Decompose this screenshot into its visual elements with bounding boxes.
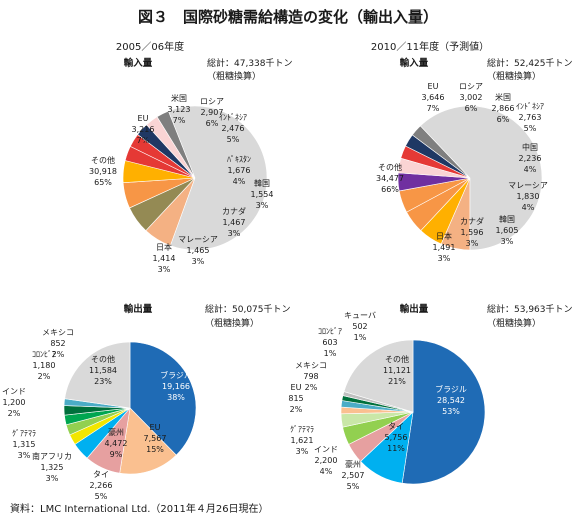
slice-label-slice-7: カナダ 1,596 3%: [460, 216, 484, 248]
pie-slice-slice-0: [401, 339, 486, 485]
slice-label-slice-1: タイ 5,756 11%: [385, 422, 408, 453]
slice-label-slice-5: マレーシア 1,830 4%: [508, 181, 548, 212]
slice-label-slice-3: インド 2,200 4%: [314, 445, 338, 476]
pie-slice-slice-9: [64, 341, 131, 409]
slice-label-slice-4: ｸﾞｱﾃﾏﾗ 1,621 3%: [290, 425, 314, 456]
chart-unit: （粗糖換算）: [487, 317, 541, 329]
slice-label-slice-7: ｺﾛﾝﾋﾞｱ 603 1%: [318, 327, 342, 358]
slice-label-slice-5: ｸﾞｱﾃﾏﾗ 1,315 3%: [12, 429, 36, 460]
slice-label-slice-3: ｲﾝﾄﾞﾈｼｱ 2,763 5%: [516, 102, 544, 133]
slice-label-slice-4: ﾊﾟｷｽﾀﾝ 1,676 4%: [227, 155, 251, 186]
pie-slices: [397, 105, 543, 251]
chart-total: 総計：50,075千トン: [205, 303, 291, 315]
chart-total: 総計：52,425千トン: [487, 57, 573, 69]
figure-title: 図３ 国際砂糖需給構造の変化（輸出入量）: [138, 8, 438, 26]
chart-title: 輸入量: [400, 57, 429, 69]
pie-slice-slice-9: [419, 105, 543, 251]
slice-label-slice-0: ブラジル 28,542 53%: [435, 384, 467, 416]
slice-label-slice-6: 韓国 1,605 3%: [496, 214, 519, 246]
slice-label-slice-5: 韓国 1,554 3%: [251, 178, 274, 210]
pie-slices: [63, 341, 197, 475]
slice-label-slice-3: ｲﾝﾄﾞﾈｼｱ 2,476 5%: [219, 113, 247, 144]
slice-label-slice-6: メキシコ 798 2%: [295, 361, 327, 392]
slice-label-slice-4: 中国 2,236 4%: [519, 142, 542, 174]
chart-unit: （粗糖換算）: [487, 70, 541, 82]
slice-label-slice-9: その他 34,477 66%: [376, 162, 404, 194]
chart-exports-2005: 輸出量 総計：50,075千トン （粗糖換算） ブラジル 19,166 38% EU 7…: [2, 303, 291, 501]
slice-label-slice-3: タイ 2,266 5%: [90, 470, 113, 501]
slice-label-slice-6: インド 1,200 2%: [2, 387, 26, 418]
slice-label-slice-1: ロシア 3,002 6%: [459, 82, 483, 113]
pie-slices: [340, 339, 486, 485]
chart-title: 輸入量: [124, 57, 153, 69]
pie-slice-slice-9: [343, 339, 414, 413]
slice-labels: ブラジル 28,542 53% タイ 5,756 11% 豪州 2,507 5%インド 2,200…: [288, 311, 467, 491]
slice-label-slice-7: マレーシア 1,465 3%: [178, 235, 218, 266]
slice-label-slice-9: その他 11,121 21%: [383, 354, 411, 386]
source-note: 資料：LMC International Ltd.（2011年４月26日現在）: [10, 502, 269, 515]
chart-total: 総計：47,338千トン: [207, 57, 293, 69]
slice-labels: EU 3,216 7% 米国 3,123 7% ロシア 2,907 6%ｲﾝﾄﾞﾈｼｱ 2,476…: [89, 93, 273, 274]
slice-label-slice-2: 豪州 4,472 9%: [105, 427, 128, 459]
slice-label-eu-0: EU 3,646 7%: [422, 82, 445, 113]
chart-exports-2010: 輸出量 総計：53,963千トン （粗糖換算） ブラジル 28,542 53% タイ 5…: [288, 303, 572, 491]
slice-label-slice-7: ｺﾛﾝﾋﾞｱ 1,180 2%: [32, 350, 56, 381]
pie-slice-eu-1: [119, 407, 177, 475]
slice-label-slice-8: キューバ 502 1%: [344, 311, 376, 342]
chart-title: 輸出量: [124, 303, 153, 315]
slice-labels: EU 3,646 7% ロシア 3,002 6% 米国 2,866 6%ｲﾝﾄﾞﾈｼｱ 2,763…: [376, 82, 548, 263]
slice-label-slice-0: ブラジル 19,166 38%: [160, 370, 192, 402]
pie-slices: [122, 105, 268, 251]
slice-label-slice-2: 米国 2,866 6%: [492, 92, 515, 124]
slice-label-eu-1: EU 7,567 15%: [144, 423, 167, 454]
pie-slice-slice-0: [129, 341, 197, 456]
slice-label-slice-9: その他 11,584 23%: [89, 354, 117, 386]
year-label: 2005／06年度: [116, 40, 184, 53]
slice-label-eu-5: EU 815 2%: [288, 383, 303, 414]
slice-label-slice-1: 米国 3,123 7%: [168, 93, 191, 125]
chart-total: 総計：53,963千トン: [487, 303, 573, 315]
slice-labels: ブラジル 19,166 38% EU 7,567 15% 豪州 4,472 9% タイ 2,266 5…: [2, 328, 192, 501]
slice-label-slice-8: 日本 1,414 3%: [153, 242, 176, 274]
chart-imports-2005: 2005／06年度 輸入量 総計：47,338千トン （粗糖換算） EU 3,21…: [89, 40, 293, 274]
slice-label-slice-2: ロシア 2,907 6%: [200, 97, 224, 128]
slice-label-slice-2: 豪州 2,507 5%: [342, 459, 365, 491]
slice-label-eu-0: EU 3,216 7%: [132, 114, 155, 145]
chart-unit: （粗糖換算）: [207, 70, 261, 82]
slice-label-slice-4: 南アフリカ 1,325 3%: [32, 451, 72, 483]
slice-label-slice-6: カナダ 1,467 3%: [222, 206, 246, 238]
chart-title: 輸出量: [400, 303, 429, 315]
chart-unit: （粗糖換算）: [205, 317, 259, 329]
year-label: 2010／11年度（予測値）: [371, 40, 489, 53]
slice-label-slice-8: 日本 1,491 3%: [433, 231, 456, 263]
chart-imports-2010: 2010／11年度（予測値） 輸入量 総計：52,425千トン （粗糖換算） E…: [371, 40, 573, 263]
slice-label-slice-9: その他 30,918 65%: [89, 155, 117, 187]
slice-label-slice-8: メキシコ 852 2%: [42, 328, 74, 359]
pie-slice-slice-9: [168, 105, 268, 251]
